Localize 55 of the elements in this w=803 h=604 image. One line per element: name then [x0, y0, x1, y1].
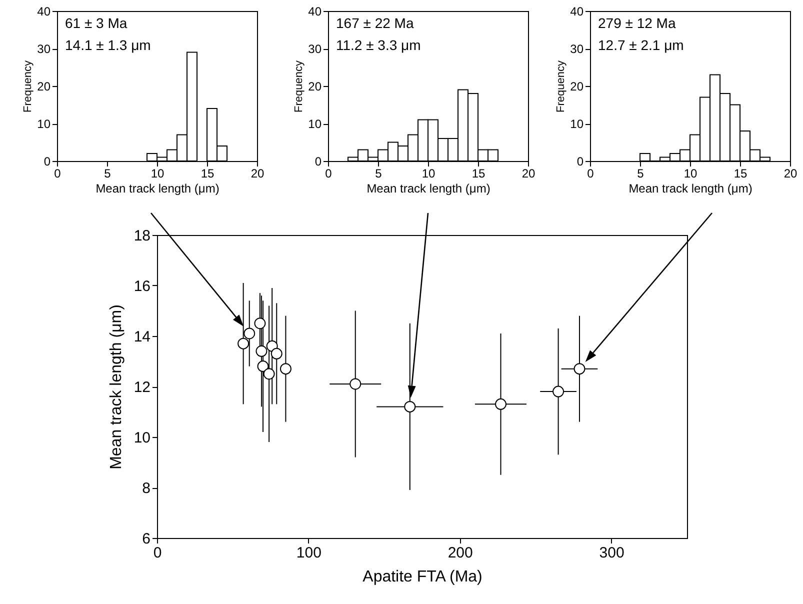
x-tick-label: 20 [250, 166, 264, 180]
y-tick-label: 40 [308, 4, 322, 18]
x-tick-label: 0 [153, 544, 162, 562]
y-tick-label: 10 [134, 430, 150, 446]
y-axis-title: Frequency [22, 60, 34, 112]
y-tick-label: 0 [314, 154, 322, 168]
x-tick-label: 15 [472, 166, 486, 180]
x-tick-label: 300 [599, 544, 624, 562]
y-tick-label: 8 [142, 480, 150, 497]
y-tick-label: 20 [37, 80, 51, 94]
x-tick-label: 200 [448, 544, 473, 562]
annotation: 61 ± 3 Ma [65, 15, 128, 31]
x-tick-label: 10 [684, 166, 698, 180]
x-tick-label: 15 [734, 166, 748, 180]
x-tick-label: 5 [637, 166, 644, 180]
y-tick-label: 30 [37, 42, 51, 56]
x-tick-label: 10 [150, 166, 164, 180]
y-tick-label: 14 [134, 328, 150, 346]
x-tick-label: 0 [325, 166, 332, 180]
annotation: 12.7 ± 2.1 μm [598, 37, 684, 53]
y-tick-label: 40 [570, 4, 584, 18]
x-tick-label: 5 [375, 166, 382, 180]
y-axis-title: Frequency [555, 60, 568, 112]
x-tick-label: 10 [422, 166, 436, 180]
x-axis-title: Mean track length (μm) [96, 182, 220, 196]
y-tick-label: 16 [134, 278, 150, 295]
annotation: 14.1 ± 1.3 μm [65, 37, 151, 53]
x-axis-title: Apatite FTA (Ma) [362, 568, 482, 586]
annotation: 167 ± 22 Ma [336, 15, 414, 31]
y-tick-label: 0 [576, 154, 584, 168]
x-tick-label: 0 [54, 166, 62, 180]
y-axis-title: Mean track length (μm) [108, 304, 125, 470]
y-tick-label: 18 [134, 228, 150, 244]
x-tick-label: 20 [784, 166, 798, 180]
x-axis-title: Mean track length (μm) [366, 182, 490, 196]
y-tick-label: 20 [308, 80, 322, 94]
y-axis-title: Frequency [293, 60, 306, 112]
y-tick-label: 30 [308, 42, 322, 56]
y-tick-label: 12 [134, 379, 150, 396]
x-tick-label: 15 [200, 166, 214, 180]
x-axis-title: Mean track length (μm) [628, 182, 752, 196]
y-tick-label: 40 [37, 4, 51, 18]
x-tick-label: 5 [104, 166, 112, 180]
y-tick-label: 10 [37, 117, 51, 131]
y-tick-label: 10 [570, 117, 584, 131]
x-tick-label: 0 [587, 166, 594, 180]
x-tick-label: 20 [522, 166, 536, 180]
annotation: 11.2 ± 3.3 μm [336, 37, 421, 53]
x-tick-label: 100 [296, 544, 322, 562]
annotation: 279 ± 12 Ma [598, 15, 676, 31]
y-tick-label: 0 [44, 154, 51, 168]
y-tick-label: 6 [142, 530, 150, 548]
y-tick-label: 30 [570, 42, 584, 56]
y-tick-label: 20 [570, 80, 584, 94]
y-tick-label: 10 [308, 117, 322, 131]
